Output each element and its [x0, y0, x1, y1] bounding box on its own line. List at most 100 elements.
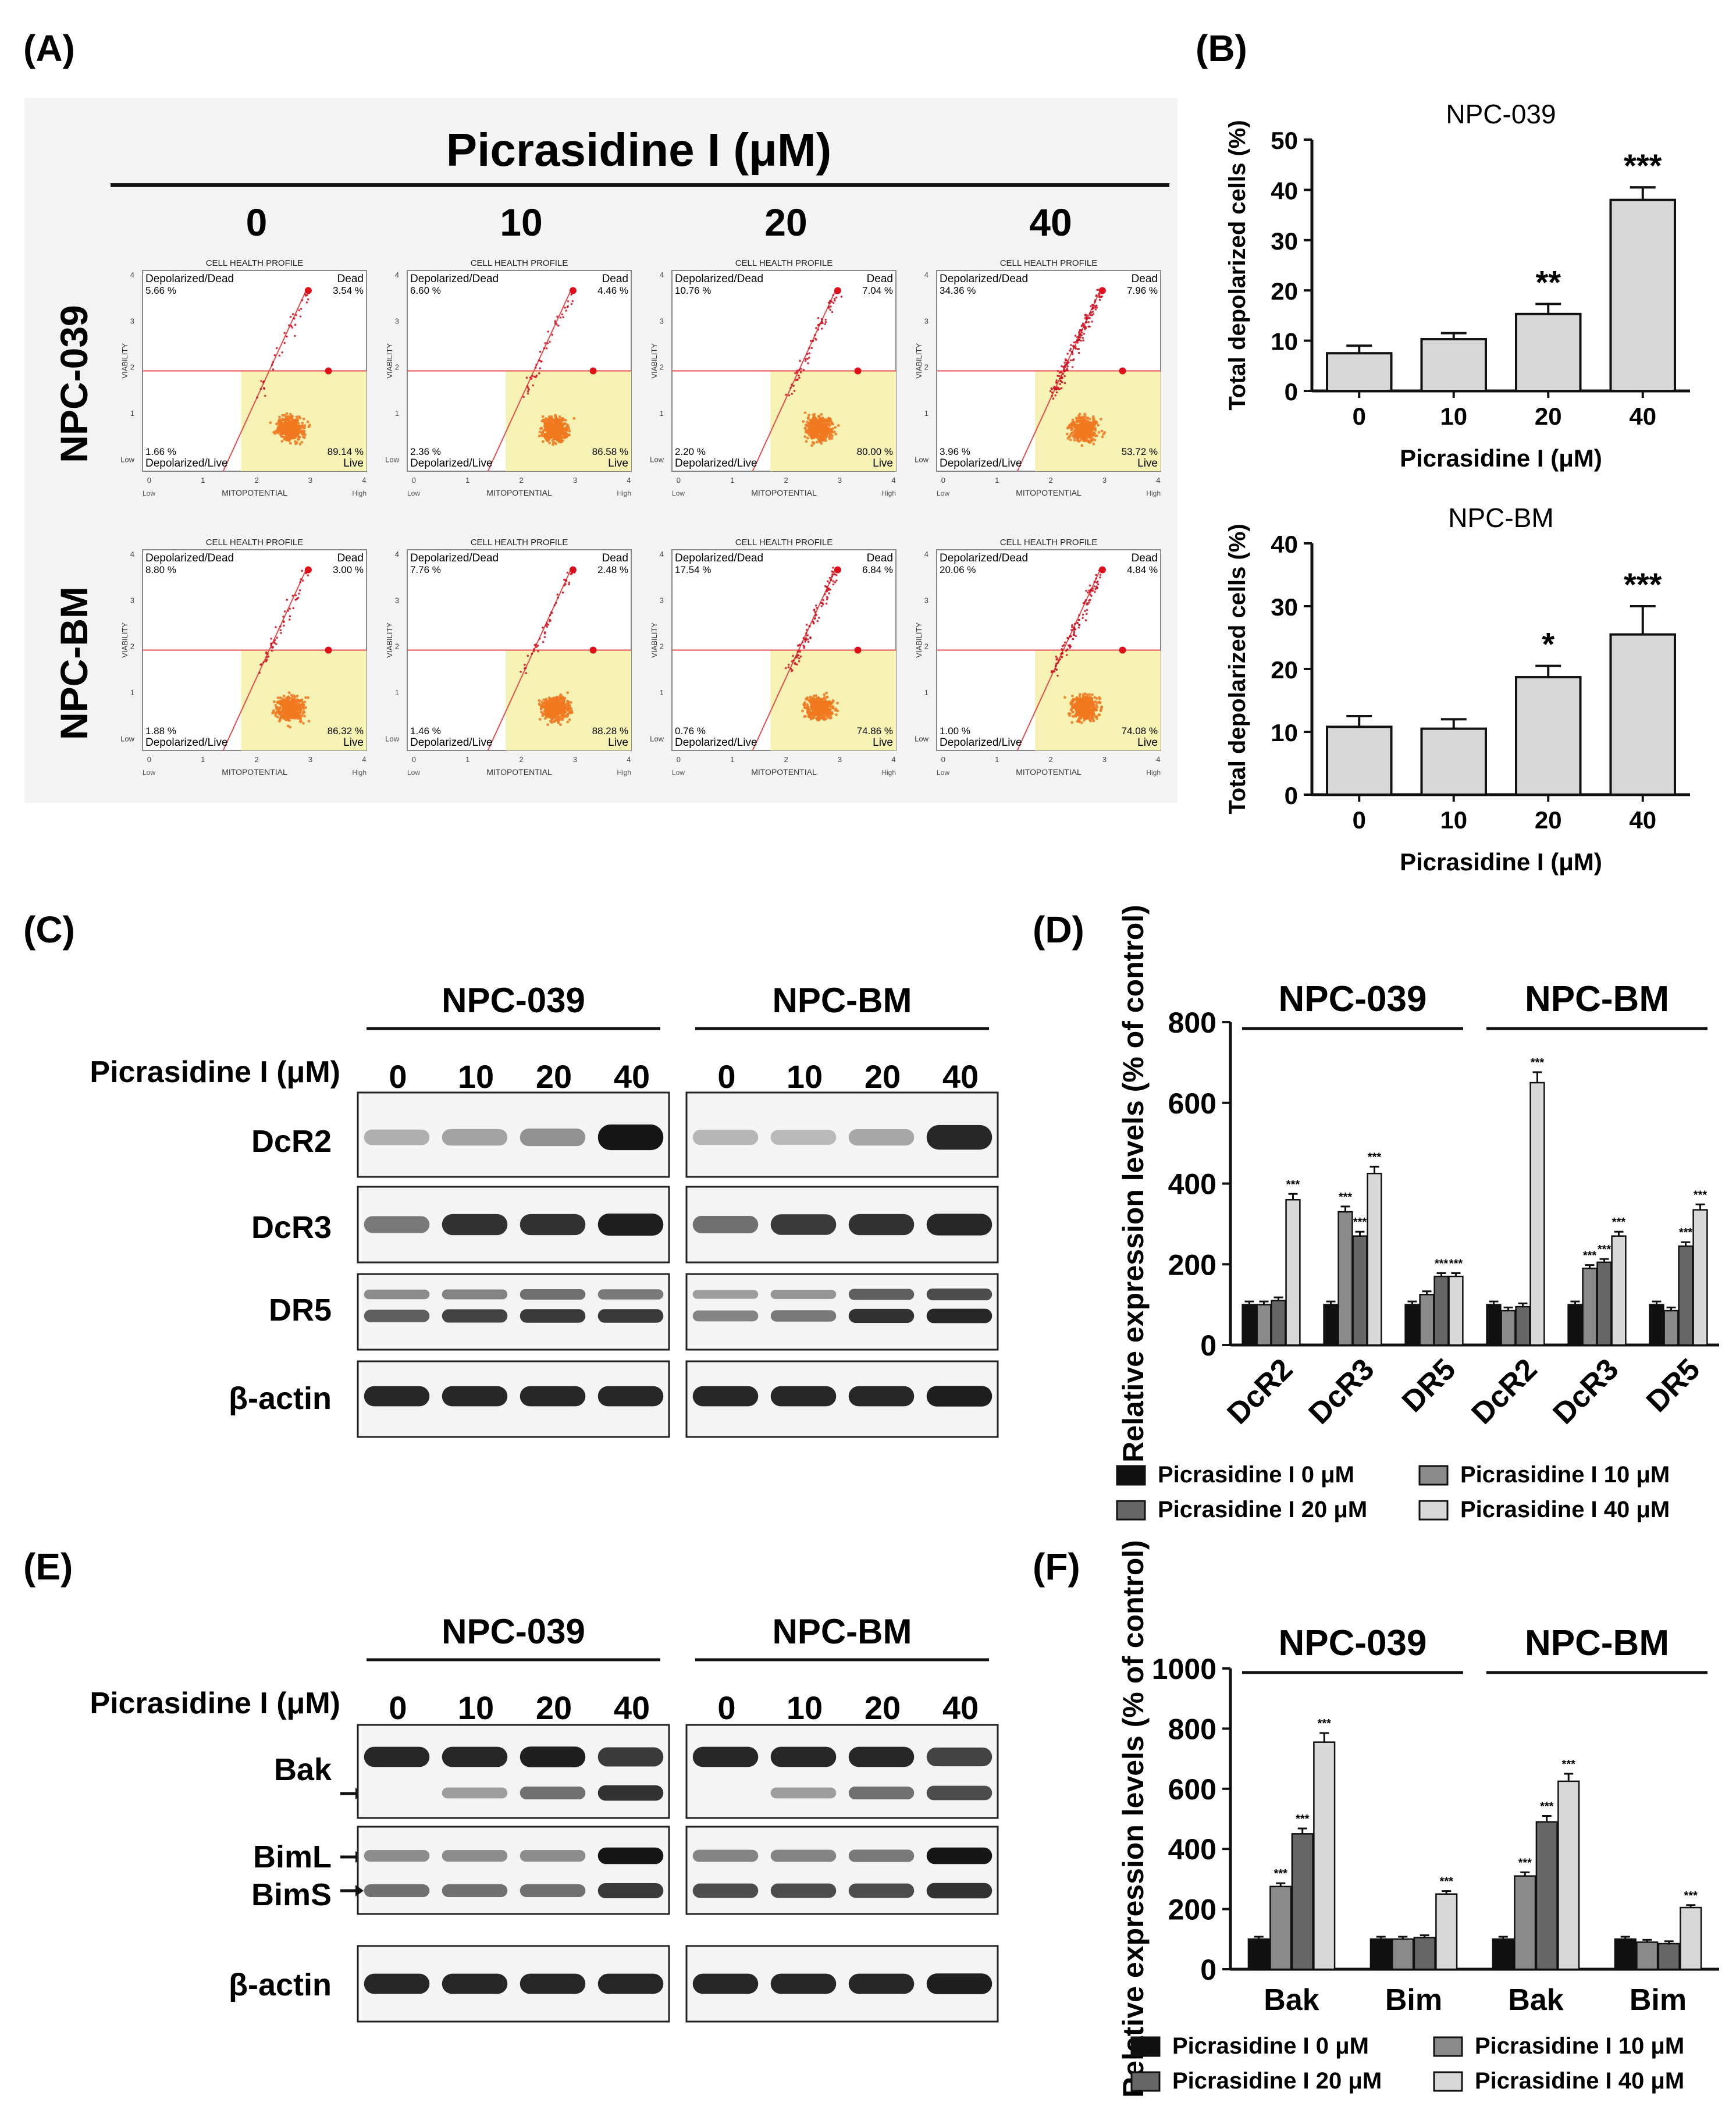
dead-cell-dot	[814, 334, 816, 336]
protein-band	[442, 1289, 508, 1300]
live-cell-dot	[538, 703, 541, 706]
live-cell-dot	[295, 421, 298, 425]
live-cell-dot	[802, 420, 805, 424]
live-cell-dot	[816, 422, 820, 425]
live-cell-dot	[1076, 439, 1079, 442]
live-cell-dot	[544, 433, 547, 437]
live-cell-dot	[828, 435, 831, 438]
live-cell-dot	[298, 716, 301, 719]
live-cell-dot	[813, 412, 816, 416]
live-cell-dot	[290, 715, 293, 718]
dead-cell-dot	[279, 629, 282, 632]
live-cell-dot	[1079, 693, 1082, 696]
dead-cell-dot	[1053, 385, 1055, 388]
dead-cell-dot	[570, 303, 573, 305]
dead-cell-dot	[796, 663, 798, 666]
live-cell-dot	[1088, 425, 1091, 429]
x-tick-label: 3	[573, 476, 577, 485]
dead-cell-dot	[1096, 289, 1098, 291]
live-cell-dot	[1092, 710, 1095, 713]
live-cell-dot	[806, 436, 809, 440]
x-tick-label: Bak	[1508, 1983, 1563, 2017]
dead-cell-dot	[807, 362, 809, 365]
protein-band	[848, 1883, 915, 1898]
dead-cell-dot	[831, 573, 834, 575]
y-tick-label: 0	[1285, 782, 1298, 809]
x-tick-label: 10	[1440, 806, 1467, 834]
y-tick-label: Low	[915, 734, 929, 743]
protein-band	[692, 1849, 759, 1862]
x-axis-high: High	[881, 489, 896, 497]
bar	[1678, 1245, 1694, 1346]
live-cell-dot	[549, 715, 553, 718]
live-cell-dot	[547, 417, 551, 421]
live-cell-dot	[1095, 715, 1098, 718]
legend-swatch	[1130, 2036, 1161, 2057]
quadrant-label-lr: Live	[873, 736, 893, 749]
dead-cell-dot	[1070, 344, 1072, 346]
lane-dose-label: 40	[942, 1058, 979, 1095]
dead-cell-dot	[796, 379, 799, 381]
dead-cell-dot	[1065, 362, 1068, 364]
protein-band	[926, 1883, 992, 1899]
dead-cell-dot	[1095, 585, 1098, 588]
dead-cell-dot	[789, 387, 792, 389]
live-cell-dot	[292, 698, 296, 701]
significance-mark: ***	[1435, 1258, 1449, 1271]
flow-plot: CELL HEALTH PROFILEDepolarized/Dead5.66 …	[120, 258, 367, 497]
y-tick-label: 2	[130, 363, 134, 372]
live-cell-dot	[1085, 422, 1088, 426]
live-cell-dot	[276, 422, 280, 425]
y-tick-label: 3	[130, 596, 134, 604]
dead-cell-dot	[788, 394, 791, 397]
dead-cell-dot	[258, 671, 261, 674]
x-tick-label: 0	[941, 476, 945, 485]
quadrant-label-ll: Depolarized/Live	[675, 457, 757, 469]
live-cell-dot	[289, 412, 292, 416]
live-cell-dot	[549, 436, 553, 439]
live-cell-dot	[806, 705, 809, 709]
live-cell-dot	[828, 417, 831, 420]
blot-group-title: NPC-039	[442, 981, 585, 1020]
quadrant-value-ul: 34.36 %	[940, 285, 976, 296]
dead-cell-dot	[1089, 590, 1091, 593]
x-tick-label: 4	[891, 476, 895, 485]
dead-cell-dot	[798, 660, 801, 663]
live-cell-dot	[559, 693, 563, 696]
dead-cell-dot	[1073, 626, 1076, 629]
x-tick-label: 3	[1102, 755, 1107, 764]
panel-label-d: (D)	[1033, 909, 1084, 951]
live-cell-dot	[290, 702, 293, 705]
x-tick-label: 2	[520, 755, 524, 764]
protein-band	[770, 1883, 837, 1898]
live-cell-dot	[1073, 433, 1076, 436]
live-cell-dot	[1086, 702, 1088, 705]
bar	[1663, 1310, 1679, 1346]
live-cell-dot	[278, 415, 281, 419]
live-cell-dot	[301, 421, 304, 425]
live-cell-dot	[295, 441, 298, 444]
live-cell-dot	[273, 700, 276, 703]
live-cell-dot	[544, 417, 547, 421]
live-cell-dot	[807, 416, 810, 419]
band-arrow-head	[355, 1885, 364, 1897]
quadrant-label-ur: Dead	[867, 273, 893, 285]
legend-label: Picrasidine I 10 μM	[1460, 1462, 1670, 1488]
dead-cell-dot	[824, 593, 826, 596]
quadrant-label-ur: Dead	[602, 273, 628, 285]
dead-cell-dot	[799, 655, 802, 658]
x-tick-label: 2	[1049, 755, 1053, 764]
live-cell-dot	[1084, 415, 1087, 418]
group-title: NPC-BM	[1525, 1623, 1669, 1663]
live-cell-dot	[560, 710, 563, 713]
protein-band	[926, 1288, 992, 1301]
dead-cell-dot	[305, 301, 308, 304]
dead-cell-dot	[820, 328, 823, 330]
live-cell-dot	[561, 699, 565, 702]
dead-cell-dot	[799, 371, 802, 373]
y-tick-label: 1	[660, 688, 664, 697]
dead-cell-dot	[808, 347, 810, 350]
protein-band	[848, 1214, 915, 1236]
